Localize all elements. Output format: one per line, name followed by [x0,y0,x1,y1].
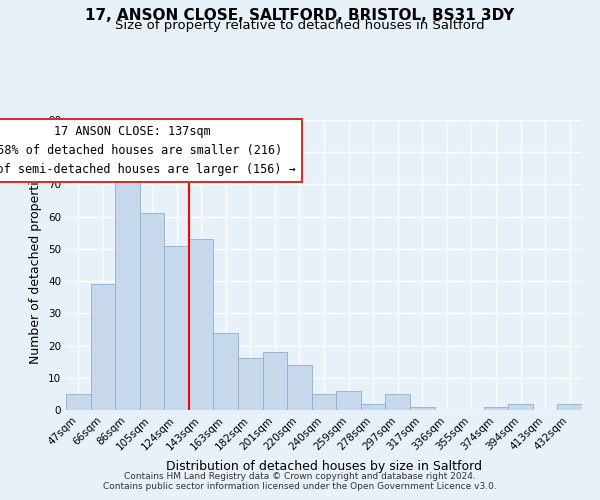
Bar [287,365,312,410]
Bar [214,332,238,410]
Bar [557,404,582,410]
Bar [508,404,533,410]
Bar [66,394,91,410]
Text: Size of property relative to detached houses in Saltford: Size of property relative to detached ho… [115,19,485,32]
Bar [115,175,140,410]
Bar [263,352,287,410]
Bar [312,394,336,410]
Bar [410,407,434,410]
Text: Contains public sector information licensed under the Open Government Licence v3: Contains public sector information licen… [103,482,497,491]
Bar [484,407,508,410]
Bar [385,394,410,410]
Bar [140,214,164,410]
Bar [238,358,263,410]
Y-axis label: Number of detached properties: Number of detached properties [29,166,43,364]
Text: Contains HM Land Registry data © Crown copyright and database right 2024.: Contains HM Land Registry data © Crown c… [124,472,476,481]
Bar [91,284,115,410]
Text: 17, ANSON CLOSE, SALTFORD, BRISTOL, BS31 3DY: 17, ANSON CLOSE, SALTFORD, BRISTOL, BS31… [85,8,515,22]
Text: 17 ANSON CLOSE: 137sqm
← 58% of detached houses are smaller (216)
42% of semi-de: 17 ANSON CLOSE: 137sqm ← 58% of detached… [0,125,296,176]
Bar [164,246,189,410]
Bar [361,404,385,410]
Bar [336,390,361,410]
Bar [189,239,214,410]
X-axis label: Distribution of detached houses by size in Saltford: Distribution of detached houses by size … [166,460,482,473]
